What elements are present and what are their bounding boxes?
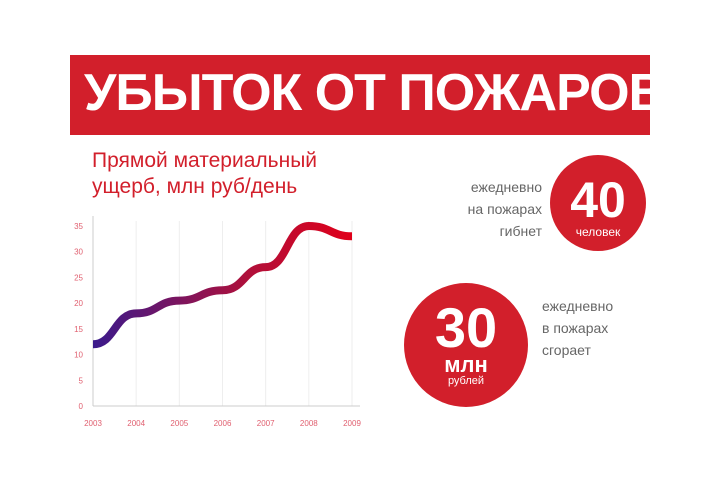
- note-line: сгорает: [542, 342, 591, 358]
- x-tick-label: 2006: [214, 419, 232, 428]
- x-tick-label: 2003: [84, 419, 102, 428]
- y-tick-label: 5: [79, 376, 84, 385]
- x-tick-label: 2004: [127, 419, 145, 428]
- y-tick-label: 25: [74, 273, 83, 282]
- page-title: УБЫТОК ОТ ПОЖАРОВ: [84, 64, 666, 122]
- money-unit2: рублей: [447, 375, 485, 387]
- money-circle: 30 млн рублей: [404, 283, 528, 407]
- deaths-number: 40: [570, 172, 626, 228]
- x-tick-label: 2008: [300, 419, 318, 428]
- money-number: 30: [434, 296, 498, 359]
- money-unit: млн: [444, 352, 488, 377]
- y-tick-label: 20: [74, 299, 83, 308]
- deaths-circle: 40 человек: [550, 155, 646, 251]
- title-banner: УБЫТОК ОТ ПОЖАРОВ: [70, 55, 666, 135]
- y-tick-label: 15: [74, 325, 83, 334]
- deaths-unit: человек: [575, 225, 621, 239]
- note-line: гибнет: [499, 223, 542, 239]
- y-tick-label: 35: [74, 222, 83, 231]
- y-tick-label: 0: [79, 402, 84, 411]
- deaths-note: ежедневно на пожарах гибнет: [400, 176, 542, 242]
- chart-title: Прямой материальный ущерб, млн руб/день: [92, 149, 318, 198]
- money-note: ежедневно в пожарах сгорает: [542, 295, 682, 361]
- note-line: ежедневно: [542, 298, 614, 314]
- note-line: на пожарах: [467, 201, 542, 217]
- x-tick-label: 2009: [343, 419, 361, 428]
- y-tick-label: 10: [74, 351, 83, 360]
- y-tick-label: 30: [74, 248, 83, 257]
- note-line: в пожарах: [542, 320, 609, 336]
- x-tick-label: 2007: [257, 419, 275, 428]
- x-tick-label: 2005: [170, 419, 188, 428]
- series-line: [92, 222, 353, 349]
- note-line: ежедневно: [470, 179, 542, 195]
